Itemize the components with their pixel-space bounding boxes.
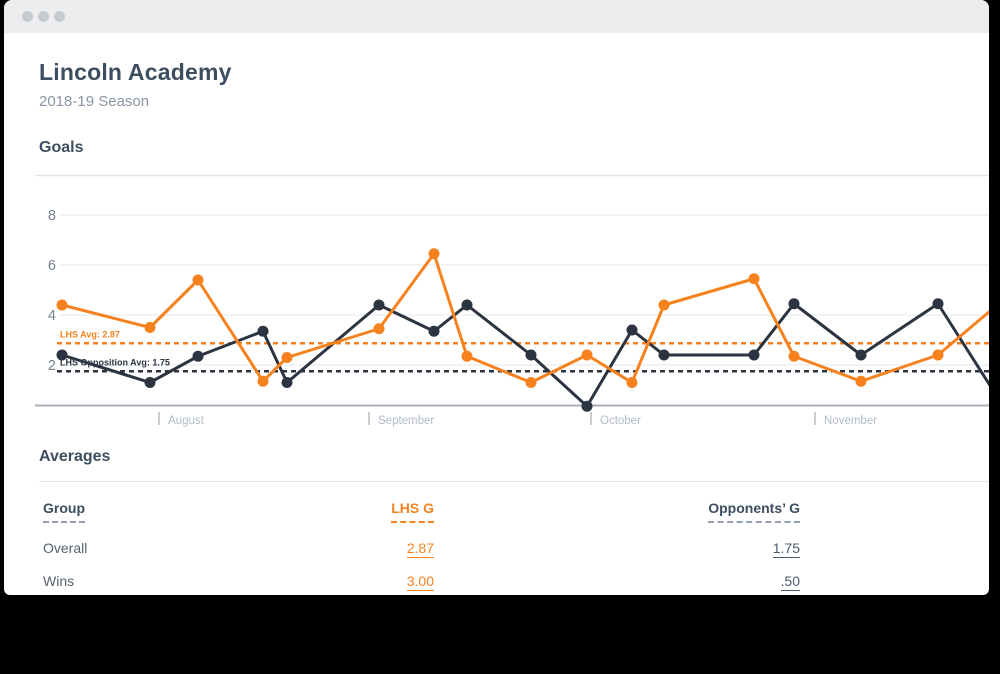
wins-opponents-value[interactable]: .50 (780, 573, 800, 591)
goals-chart: 8 6 4 2 August September October November LHS Av… (4, 169, 989, 431)
data-point-marker[interactable] (461, 299, 473, 311)
data-point-marker[interactable] (257, 325, 269, 337)
data-point-marker[interactable] (281, 352, 293, 363)
data-point-marker[interactable] (373, 299, 385, 311)
data-point-marker[interactable] (748, 349, 760, 361)
averages-section-heading: Averages (39, 448, 111, 465)
data-point-marker[interactable] (658, 349, 670, 361)
data-point-marker[interactable] (626, 324, 638, 336)
data-point-marker[interactable] (581, 400, 593, 412)
data-point-marker[interactable] (192, 274, 204, 286)
wins-lhs-value[interactable]: 3.00 (406, 573, 434, 591)
data-point-marker[interactable] (658, 299, 670, 311)
row-label-wins: Wins (43, 573, 75, 589)
page-title: Lincoln Academy (39, 59, 232, 85)
averages-table: Group LHS G Opponents’ G Overall 2.87 1.… (43, 483, 989, 591)
data-point-marker[interactable] (525, 349, 537, 361)
column-header-opponents-g[interactable]: Opponents’ G (434, 483, 800, 523)
month-label: October (600, 415, 641, 427)
column-header-lhs-g[interactable]: LHS G (163, 483, 434, 523)
goals-section-heading: Goals (39, 139, 84, 156)
app-window: Lincoln Academy 2018-19 Season Goals 8 6 4… (4, 0, 989, 595)
data-point-marker[interactable] (855, 349, 867, 361)
data-point-marker[interactable] (525, 377, 537, 388)
data-point-marker[interactable] (428, 325, 440, 337)
y-axis-tick-label: 4 (48, 308, 56, 324)
data-point-marker[interactable] (373, 323, 385, 335)
month-label: September (378, 415, 434, 427)
window-control-dot-icon[interactable] (38, 11, 49, 22)
page-subtitle: 2018-19 Season (39, 93, 150, 110)
column-header-group[interactable]: Group (43, 483, 163, 523)
y-axis-tick-label: 2 (48, 358, 56, 374)
month-label: November (824, 415, 877, 427)
data-point-marker[interactable] (932, 298, 944, 310)
averages-divider (39, 481, 989, 482)
data-point-marker[interactable] (788, 298, 800, 310)
data-point-marker[interactable] (56, 349, 68, 361)
data-point-marker[interactable] (56, 299, 68, 311)
data-point-marker[interactable] (144, 322, 156, 333)
window-titlebar (4, 0, 989, 33)
row-label-overall: Overall (43, 540, 88, 556)
series-line (61, 302, 989, 408)
y-axis-tick-label: 6 (48, 258, 56, 274)
data-point-marker[interactable] (626, 377, 638, 388)
series-line (61, 252, 989, 384)
average-line-label: LHS Avg: 2.87 (60, 329, 120, 339)
data-point-marker[interactable] (281, 377, 293, 388)
data-point-marker[interactable] (855, 375, 867, 387)
data-point-marker[interactable] (257, 375, 269, 387)
overall-lhs-value[interactable]: 2.87 (406, 540, 434, 558)
window-control-dot-icon[interactable] (54, 11, 65, 22)
overall-opponents-value[interactable]: 1.75 (772, 540, 800, 558)
goals-line-chart: 8 6 4 2 August September October November LHS Av… (35, 174, 989, 427)
month-label: August (168, 415, 205, 427)
average-line-label: LHS Opposition Avg: 1.75 (60, 357, 170, 367)
data-point-marker[interactable] (192, 350, 204, 362)
data-point-marker[interactable] (144, 377, 156, 388)
data-point-marker[interactable] (581, 349, 593, 361)
data-point-marker[interactable] (428, 248, 440, 260)
data-point-marker[interactable] (932, 349, 944, 361)
window-control-dot-icon[interactable] (22, 11, 33, 22)
y-axis-tick-label: 8 (48, 208, 56, 224)
data-point-marker[interactable] (788, 350, 800, 362)
data-point-marker[interactable] (461, 350, 473, 362)
data-point-marker[interactable] (748, 273, 760, 285)
